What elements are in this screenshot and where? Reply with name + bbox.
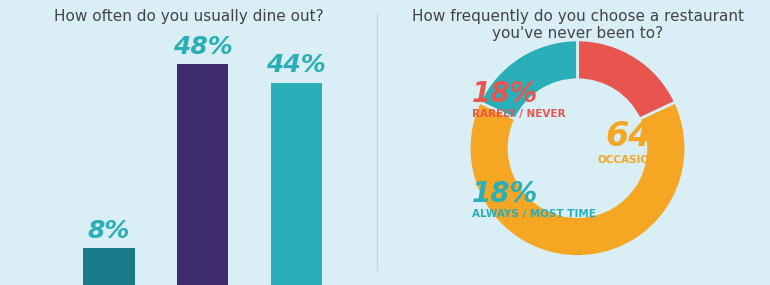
Bar bbox=[270, 83, 322, 285]
Text: ALWAYS / MOST TIME: ALWAYS / MOST TIME bbox=[472, 209, 596, 219]
Bar bbox=[177, 64, 229, 285]
Text: 48%: 48% bbox=[172, 35, 233, 59]
Text: 18%: 18% bbox=[472, 180, 538, 208]
Text: 8%: 8% bbox=[88, 219, 130, 243]
Wedge shape bbox=[469, 102, 686, 256]
Text: 18%: 18% bbox=[472, 80, 538, 108]
Wedge shape bbox=[578, 40, 675, 119]
Wedge shape bbox=[480, 40, 578, 119]
Text: RARELY / NEVER: RARELY / NEVER bbox=[472, 109, 565, 119]
Text: 64%: 64% bbox=[606, 120, 686, 153]
Text: How often do you usually dine out?: How often do you usually dine out? bbox=[54, 9, 323, 24]
Bar bbox=[83, 248, 135, 285]
Text: How frequently do you choose a restaurant
you've never been to?: How frequently do you choose a restauran… bbox=[411, 9, 744, 41]
Text: 44%: 44% bbox=[266, 53, 326, 77]
Text: OCCASIONALLY: OCCASIONALLY bbox=[598, 154, 686, 165]
